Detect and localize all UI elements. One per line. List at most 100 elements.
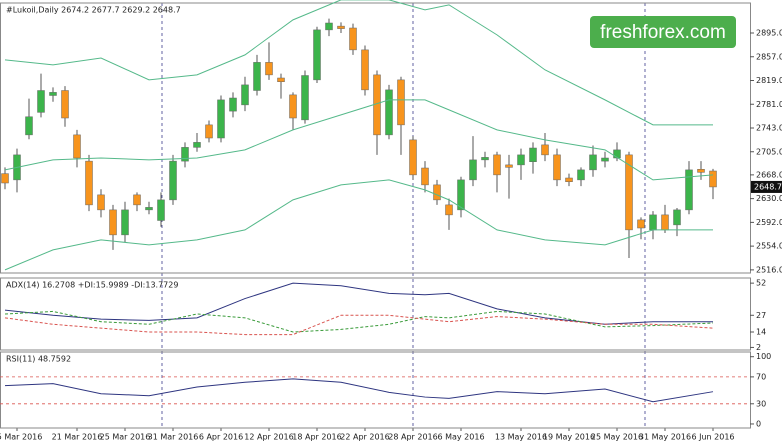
indicator-line <box>4 282 713 325</box>
candle-body <box>673 209 681 226</box>
candle-body <box>601 157 609 162</box>
y-tick-label: 70 <box>756 372 766 381</box>
x-tick-label: 31 Mar 2016 <box>148 433 199 442</box>
x-tick-label: 13 May 2016 <box>495 433 547 442</box>
y-tick-label: 0 <box>756 419 761 428</box>
candle-body <box>169 160 177 201</box>
candle-body <box>685 169 693 211</box>
candle-body <box>553 154 561 181</box>
candle-body <box>637 219 645 229</box>
candle-body <box>241 84 249 106</box>
candle-body <box>157 199 165 221</box>
candle-body <box>205 124 213 139</box>
x-tick-label: 15 Mar 2016 <box>0 433 42 442</box>
candle-body <box>73 134 81 159</box>
panel-frame <box>0 2 751 274</box>
candle-body <box>469 159 477 181</box>
candle-body <box>61 90 69 119</box>
candle-body <box>517 154 525 166</box>
candle-body <box>541 144 549 156</box>
candle-body <box>409 139 417 176</box>
y-tick-label: 52 <box>756 279 766 288</box>
indicator-line <box>4 378 714 403</box>
panel-frame <box>0 351 751 429</box>
candle-body <box>85 160 93 206</box>
candle-body <box>265 62 273 76</box>
candle-body <box>301 75 309 121</box>
bollinger-band <box>4 0 713 126</box>
candle-body <box>481 157 489 161</box>
y-tick-label: 2668.0 <box>756 170 782 179</box>
y-tick-label: 14 <box>756 328 766 337</box>
x-tick-label: 6 Apr 2016 <box>199 433 243 442</box>
candle-body <box>385 89 393 136</box>
candle-body <box>133 194 141 206</box>
panel-frame <box>0 277 751 351</box>
y-tick-label: 2743.0 <box>756 124 782 133</box>
candle-body <box>25 116 33 136</box>
candle-body <box>589 154 597 171</box>
y-tick-label: 2630.0 <box>756 194 782 203</box>
candle-body <box>649 214 657 231</box>
y-tick-label: 2705.0 <box>756 147 782 156</box>
watermark: freshforex.com <box>600 22 726 43</box>
candle-body <box>433 184 441 201</box>
candle-body <box>313 29 321 81</box>
y-tick-label: 2781.0 <box>756 100 782 109</box>
candle-body <box>697 169 705 173</box>
x-tick-label: 12 Apr 2016 <box>244 433 293 442</box>
candle-body <box>445 204 453 216</box>
panel-title: RSI(11) 48.7592 <box>6 355 71 364</box>
candle-body <box>181 147 189 162</box>
candle-body <box>661 214 669 231</box>
candle-body <box>613 149 621 159</box>
panel-title: ADX(14) 16.2708 +DI:15.9989 -DI:13.7729 <box>6 281 178 290</box>
y-tick-label: 2857.0 <box>756 52 782 61</box>
candle-body <box>709 170 717 188</box>
last-price-box <box>751 180 782 193</box>
x-tick-label: 25 May 2016 <box>591 433 643 442</box>
candle-body <box>397 79 405 126</box>
y-tick-label: 2554.0 <box>756 242 782 251</box>
x-tick-label: 31 May 2016 <box>639 433 691 442</box>
x-tick-label: 19 May 2016 <box>543 433 595 442</box>
candle-body <box>577 169 585 181</box>
candle-body <box>457 179 465 211</box>
candle-body <box>253 62 261 91</box>
last-price-label: 2648.7 <box>754 182 782 191</box>
candle-body <box>349 27 357 51</box>
candle-body <box>529 147 537 162</box>
candle-body <box>337 25 345 29</box>
candle-body <box>229 97 237 112</box>
x-tick-label: 6 May 2016 <box>437 433 484 442</box>
candle-body <box>193 142 201 148</box>
y-tick-label: 2895.0 <box>756 29 782 38</box>
indicator-line <box>4 314 714 336</box>
candle-body <box>277 77 285 82</box>
y-tick-label: 2 <box>756 343 761 352</box>
x-tick-label: 28 Apr 2016 <box>388 433 437 442</box>
y-tick-label: 30 <box>756 399 766 408</box>
candle-body <box>325 22 333 31</box>
x-tick-label: 21 Mar 2016 <box>52 433 103 442</box>
x-tick-label: 18 Apr 2016 <box>292 433 341 442</box>
y-tick-label: 100 <box>756 352 771 361</box>
y-tick-label: 2592.0 <box>756 218 782 227</box>
candle-body <box>505 164 513 168</box>
x-tick-label: 25 Mar 2016 <box>100 433 151 442</box>
candle-body <box>421 167 429 186</box>
x-tick-label: 22 Apr 2016 <box>340 433 389 442</box>
candle-body <box>217 99 225 139</box>
bollinger-band <box>4 99 714 181</box>
candle-body <box>97 194 105 211</box>
candle-body <box>109 209 117 236</box>
indicator-line <box>4 310 714 333</box>
watermark-box <box>590 16 736 48</box>
x-tick-label: 6 Jun 2016 <box>691 433 734 442</box>
y-tick-label: 2819.0 <box>756 76 782 85</box>
candle-body <box>493 154 501 176</box>
y-tick-label: 2516.0 <box>756 265 782 274</box>
candle-body <box>1 173 9 184</box>
candle-body <box>565 177 573 182</box>
